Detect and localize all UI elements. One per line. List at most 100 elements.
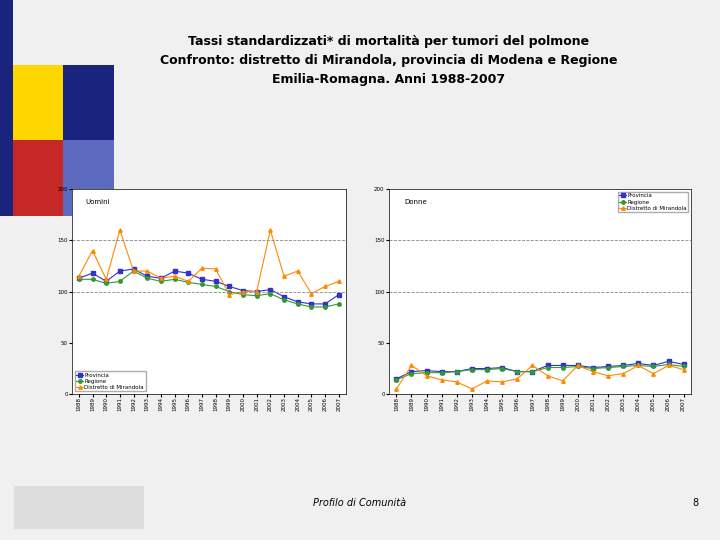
Bar xyxy=(63,65,114,140)
Regione xyxy=(102,280,111,287)
Line: Distretto di Mirandola: Distretto di Mirandola xyxy=(395,364,685,391)
Distretto di Mirandola xyxy=(130,268,138,274)
Regione xyxy=(392,376,401,383)
Provincia xyxy=(143,273,152,280)
Distretto di Mirandola xyxy=(171,273,179,280)
Text: Tassi standardizzati* di mortalità per tumori del polmone: Tassi standardizzati* di mortalità per t… xyxy=(188,35,590,48)
Regione xyxy=(408,370,416,377)
Regione xyxy=(634,362,643,369)
Provincia xyxy=(544,362,552,369)
Regione xyxy=(665,361,673,368)
Distretto di Mirandola xyxy=(212,266,220,272)
Distretto di Mirandola xyxy=(143,268,152,274)
Provincia xyxy=(239,287,248,294)
Distretto di Mirandola xyxy=(574,362,582,369)
Regione xyxy=(294,301,302,307)
Distretto di Mirandola xyxy=(89,247,97,254)
Regione xyxy=(513,368,521,375)
Provincia xyxy=(102,278,111,285)
Bar xyxy=(0,0,13,216)
Distretto di Mirandola xyxy=(423,373,431,379)
Provincia xyxy=(453,368,462,375)
Provincia xyxy=(130,266,138,272)
Provincia xyxy=(680,361,688,368)
Provincia xyxy=(408,368,416,375)
Regione xyxy=(280,296,289,303)
Regione xyxy=(184,279,193,286)
Distretto di Mirandola xyxy=(294,268,302,274)
Provincia xyxy=(171,268,179,274)
Distretto di Mirandola xyxy=(321,283,330,289)
Regione xyxy=(198,281,207,288)
Line: Regione: Regione xyxy=(395,363,685,382)
Regione xyxy=(438,369,446,376)
Distretto di Mirandola xyxy=(184,278,193,285)
Distretto di Mirandola xyxy=(253,288,261,295)
Regione xyxy=(130,268,138,274)
Provincia xyxy=(513,368,521,375)
Distretto di Mirandola xyxy=(513,376,521,382)
Distretto di Mirandola xyxy=(665,362,673,369)
Distretto di Mirandola xyxy=(483,377,492,384)
Distretto di Mirandola xyxy=(239,288,248,295)
Provincia xyxy=(198,276,207,282)
Regione xyxy=(157,278,166,285)
Legend: Provincia, Regione, Distretto di Mirandola: Provincia, Regione, Distretto di Mirando… xyxy=(75,371,145,392)
Text: Donne: Donne xyxy=(404,199,427,205)
Regione xyxy=(618,363,627,370)
Distretto di Mirandola xyxy=(468,386,477,392)
Provincia xyxy=(184,270,193,276)
Regione xyxy=(335,301,343,307)
Regione xyxy=(498,365,507,372)
Regione xyxy=(574,363,582,370)
Distretto di Mirandola xyxy=(634,362,643,369)
Provincia xyxy=(75,275,84,281)
Provincia xyxy=(559,362,567,369)
Distretto di Mirandola xyxy=(307,291,316,297)
Regione xyxy=(253,293,261,299)
Provincia xyxy=(157,275,166,281)
Regione xyxy=(239,292,248,298)
Distretto di Mirandola xyxy=(559,377,567,384)
Bar xyxy=(14,486,144,529)
Provincia xyxy=(423,367,431,374)
Regione xyxy=(89,276,97,282)
Provincia xyxy=(649,362,658,369)
Regione xyxy=(143,275,152,281)
Line: Provincia: Provincia xyxy=(395,360,685,381)
Regione xyxy=(468,366,477,373)
Regione xyxy=(528,368,537,375)
Distretto di Mirandola xyxy=(498,379,507,385)
Provincia xyxy=(604,363,613,370)
Bar xyxy=(13,65,63,140)
Provincia xyxy=(294,299,302,305)
Regione xyxy=(171,276,179,282)
Provincia xyxy=(335,292,343,298)
Text: Emilia-Romagna. Anni 1988-2007: Emilia-Romagna. Anni 1988-2007 xyxy=(272,73,505,86)
Provincia xyxy=(483,365,492,372)
Distretto di Mirandola xyxy=(544,373,552,379)
Text: Profilo di Comunità: Profilo di Comunità xyxy=(313,497,407,508)
Provincia xyxy=(89,270,97,276)
Regione xyxy=(321,303,330,310)
Provincia xyxy=(618,362,627,369)
Regione xyxy=(680,363,688,370)
Regione xyxy=(212,283,220,289)
Provincia xyxy=(116,268,125,274)
Distretto di Mirandola xyxy=(116,227,125,233)
Provincia xyxy=(634,360,643,367)
Provincia xyxy=(225,283,234,289)
Distretto di Mirandola xyxy=(75,273,84,280)
Line: Provincia: Provincia xyxy=(77,267,341,306)
Provincia xyxy=(212,278,220,285)
Regione xyxy=(423,369,431,376)
Provincia xyxy=(392,376,401,382)
Regione xyxy=(453,368,462,375)
Distretto di Mirandola xyxy=(335,278,343,285)
Provincia xyxy=(468,365,477,372)
Distretto di Mirandola xyxy=(618,370,627,377)
Provincia xyxy=(665,358,673,365)
Distretto di Mirandola xyxy=(408,362,416,369)
Bar xyxy=(63,140,114,216)
Bar xyxy=(13,140,63,216)
